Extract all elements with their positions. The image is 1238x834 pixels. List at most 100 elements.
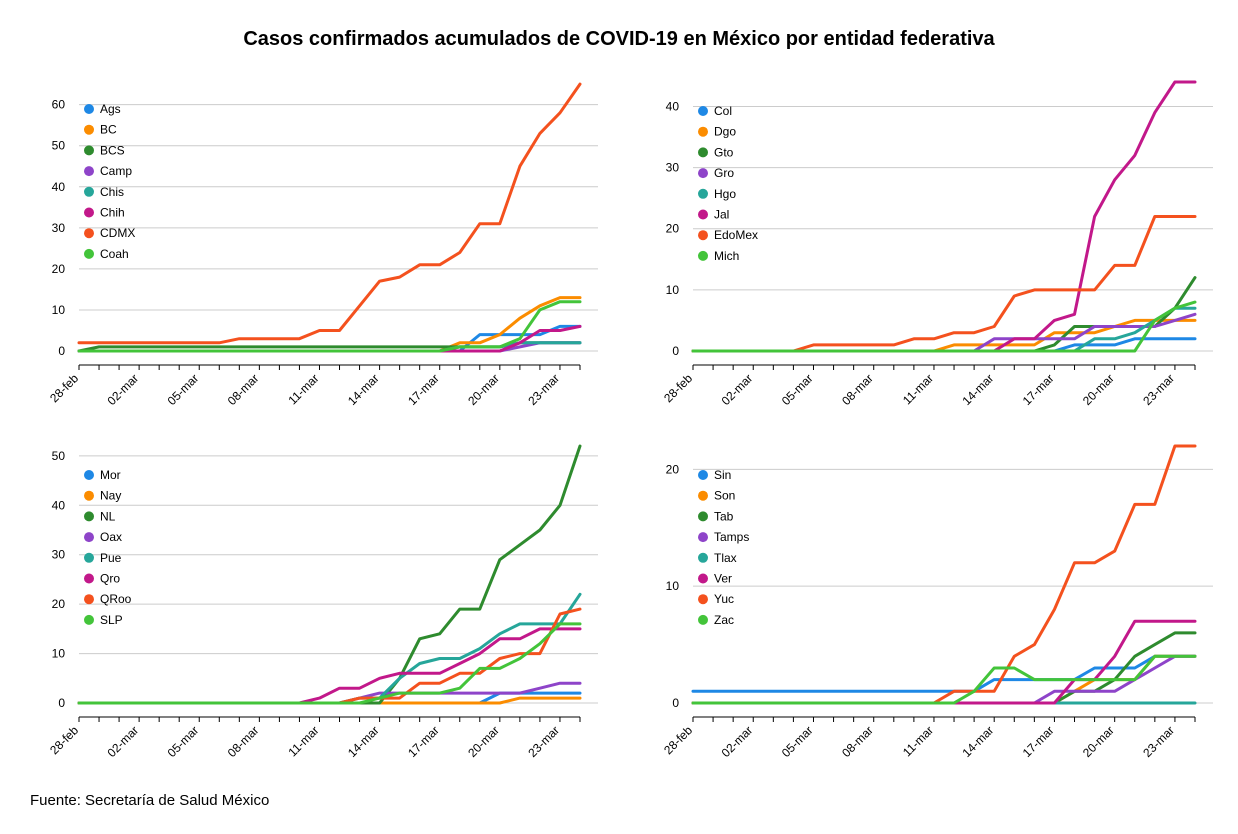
- legend-marker: [698, 573, 708, 584]
- legend-label: Chis: [100, 185, 124, 199]
- legend-marker: [698, 209, 708, 220]
- legend-marker: [84, 614, 94, 625]
- y-tick-label: 0: [58, 696, 65, 710]
- x-tick-label: 08-mar: [225, 723, 262, 760]
- series-line-slp: [77, 622, 582, 705]
- legend-marker: [698, 532, 708, 543]
- x-tick-label: 17-mar: [405, 371, 442, 408]
- x-tick-label: 20-mar: [1080, 723, 1117, 760]
- legend-label: Mor: [100, 468, 121, 482]
- x-tick-label: 14-mar: [960, 723, 997, 760]
- series-line-mich: [691, 300, 1197, 353]
- x-tick-label: 23-mar: [525, 371, 562, 408]
- y-tick-label: 10: [52, 303, 66, 317]
- x-tick-label: 11-mar: [285, 371, 321, 407]
- y-tick-label: 20: [666, 462, 680, 476]
- page-title: Casos confirmados acumulados de COVID-19…: [243, 28, 995, 50]
- legend-marker: [84, 511, 94, 522]
- y-tick-label: 20: [52, 262, 66, 276]
- x-tick-label: 11-mar: [900, 723, 936, 759]
- x-tick-label: 17-mar: [1020, 371, 1057, 408]
- legend-label: Tab: [714, 509, 734, 523]
- legend-marker: [84, 207, 94, 218]
- x-tick-label: 08-mar: [839, 371, 876, 408]
- legend-marker: [84, 145, 94, 156]
- legend-label: Camp: [100, 164, 132, 178]
- y-tick-label: 30: [52, 548, 66, 562]
- y-tick-label: 20: [52, 597, 66, 611]
- series-line-gto: [691, 276, 1197, 353]
- x-tick-label: 02-mar: [719, 723, 756, 760]
- x-tick-label: 11-mar: [285, 723, 321, 759]
- legend-label: Qro: [100, 572, 120, 586]
- legend-label: Son: [714, 489, 735, 503]
- legend-label: Tamps: [714, 530, 749, 544]
- y-tick-label: 40: [52, 498, 66, 512]
- y-tick-label: 30: [52, 221, 66, 235]
- y-tick-label: 20: [666, 222, 680, 236]
- legend-marker: [698, 106, 708, 116]
- legend-marker: [84, 186, 94, 197]
- x-tick-label: 14-mar: [345, 371, 382, 408]
- legend-marker: [84, 490, 94, 501]
- y-tick-label: 0: [672, 344, 679, 358]
- x-tick-label: 05-mar: [165, 371, 202, 408]
- y-tick-label: 10: [52, 647, 66, 661]
- legend-label: Yuc: [714, 592, 734, 606]
- x-tick-label: 28-feb: [661, 371, 695, 405]
- x-tick-label: 23-mar: [525, 723, 562, 760]
- x-tick-label: 28-feb: [661, 723, 695, 757]
- x-tick-label: 05-mar: [779, 723, 816, 760]
- legend-marker: [698, 511, 708, 522]
- series-line-qroo: [77, 607, 582, 705]
- legend-label: Gto: [714, 145, 734, 159]
- legend: Col Dgo Gto Gro Hgo Jal EdoMex Mich: [698, 104, 758, 263]
- series-line-cdmx: [77, 82, 582, 345]
- x-tick-label: 02-mar: [104, 371, 141, 408]
- y-tick-label: 50: [52, 449, 66, 463]
- series-line-sin: [691, 654, 1197, 693]
- legend-marker: [84, 532, 94, 543]
- chart-panel-4: 0 10 20 28-feb 02-mar 05-mar 08-mar 11-mar 14-ma…: [661, 444, 1213, 760]
- legend-marker: [698, 552, 708, 563]
- x-tick-label: 28-feb: [47, 723, 81, 757]
- legend-label: CDMX: [100, 226, 135, 240]
- x-tick-label: 17-mar: [1020, 723, 1057, 760]
- legend-marker: [698, 490, 708, 501]
- x-tick-label: 28-feb: [47, 371, 81, 405]
- legend: Sin Son Tab Tamps Tlax Ver Yuc Zac: [698, 468, 749, 627]
- legend: Mor Nay NL Oax Pue Qro QRoo SLP: [84, 468, 132, 627]
- x-tick-label: 08-mar: [225, 371, 262, 408]
- legend-label: BC: [100, 123, 117, 137]
- legend-marker: [84, 248, 94, 259]
- x-tick-label: 14-mar: [960, 371, 997, 408]
- legend-marker: [698, 230, 708, 241]
- y-tick-label: 40: [666, 99, 680, 113]
- legend-marker: [698, 168, 708, 179]
- legend-label: Nay: [100, 489, 121, 503]
- legend-marker: [84, 552, 94, 563]
- legend-label: Gro: [714, 166, 734, 180]
- legend-label: NL: [100, 509, 116, 523]
- series-line-jal: [691, 80, 1197, 353]
- legend-label: Ags: [100, 102, 121, 116]
- legend-label: Dgo: [714, 125, 736, 139]
- legend-marker: [84, 470, 94, 480]
- source-note: Fuente: Secretaría de Salud México: [30, 792, 270, 809]
- legend-label: Ver: [714, 572, 732, 586]
- series-line-edomex: [691, 215, 1197, 353]
- x-tick-label: 14-mar: [345, 723, 382, 760]
- legend-label: Coah: [100, 247, 129, 261]
- x-tick-label: 05-mar: [779, 371, 816, 408]
- y-tick-label: 10: [666, 283, 680, 297]
- y-tick-label: 30: [666, 161, 680, 175]
- legend-marker: [84, 594, 94, 605]
- legend-label: Jal: [714, 208, 729, 222]
- legend-marker: [84, 104, 94, 114]
- x-tick-label: 23-mar: [1140, 371, 1177, 408]
- legend-marker: [698, 188, 708, 199]
- x-tick-label: 20-mar: [1080, 371, 1117, 408]
- y-tick-label: 10: [666, 579, 680, 593]
- x-tick-label: 11-mar: [900, 371, 936, 407]
